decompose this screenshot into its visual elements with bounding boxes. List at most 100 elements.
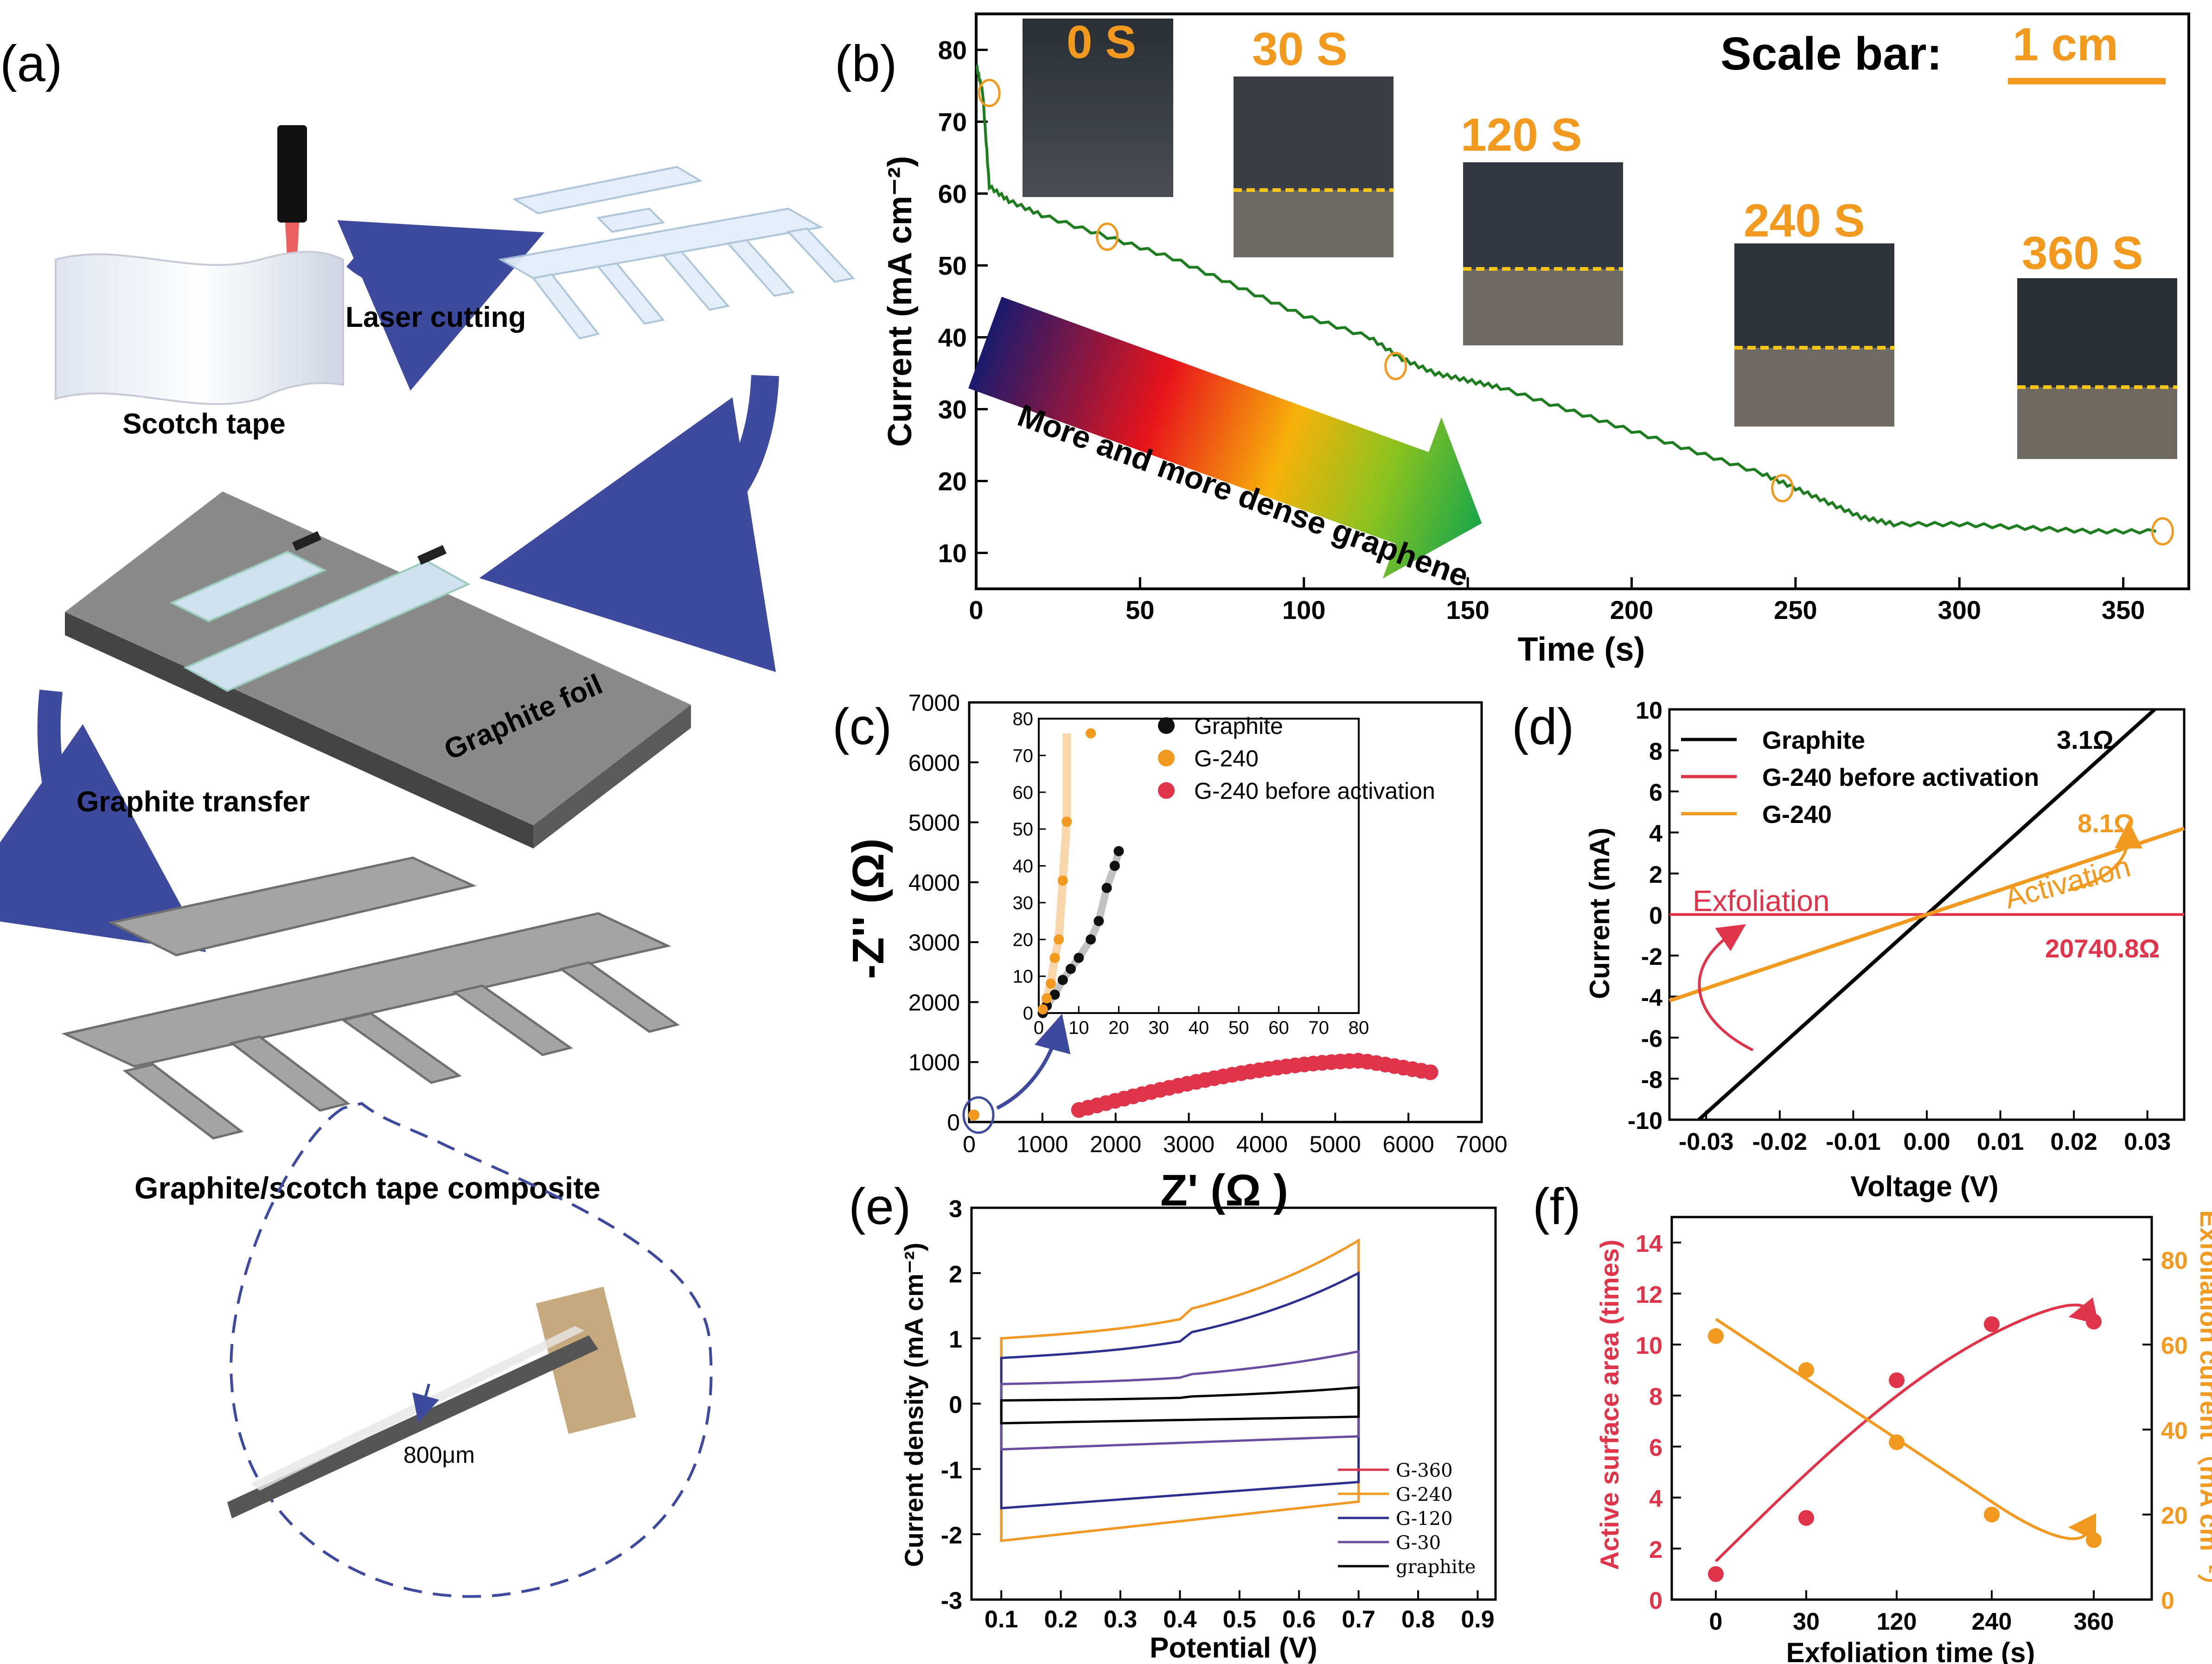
- e-xtick-label: 0.5: [1223, 1606, 1256, 1633]
- c-g240-point: [1086, 728, 1096, 739]
- c-graphite-point: [1066, 963, 1076, 974]
- e-legend-label: G-360: [1396, 1460, 1453, 1481]
- c-ytick-label: 3000: [908, 930, 960, 956]
- panel-e-xlabel: Potential (V): [1150, 1632, 1317, 1664]
- f-ytick-right-label: 0: [2161, 1587, 2174, 1614]
- c-graphite-point: [1049, 989, 1060, 1000]
- f-ytick-right-label: 20: [2161, 1503, 2188, 1530]
- c-inset-xtick-label: 0: [1034, 1018, 1044, 1038]
- c-xtick-label: 2000: [1090, 1131, 1141, 1157]
- b-xtick-label: 0: [969, 595, 983, 625]
- d-ytick-label: 0: [1649, 903, 1662, 930]
- c-inset-ytick-label: 50: [1013, 819, 1034, 840]
- c-graphite-point: [1086, 934, 1096, 945]
- f-xtick-label: 360: [2074, 1608, 2114, 1635]
- zoom-arrow-icon: [996, 1014, 1071, 1110]
- c-xtick-label: 3000: [1163, 1131, 1215, 1157]
- f-area-point: [1984, 1316, 2000, 1332]
- c-ytick-label: 6000: [908, 750, 960, 776]
- panel-c-ylabel: -Z'' (Ω): [844, 838, 893, 979]
- laser-cutting-arrow-icon: [337, 220, 544, 391]
- b-ytick-label: 60: [938, 179, 967, 209]
- d-legend-label: G-240 before activation: [1762, 764, 2039, 791]
- b-inset-label: 240 S: [1744, 195, 1865, 247]
- f-current-point: [1798, 1362, 1814, 1378]
- c-legend-label: G-240 before activation: [1194, 778, 1435, 804]
- f-ytick-right-label: 80: [2161, 1248, 2188, 1275]
- c-inset-xtick-label: 20: [1108, 1018, 1129, 1038]
- e-xtick-label: 0.3: [1104, 1606, 1137, 1633]
- b-inset-label: 0 S: [1067, 16, 1136, 68]
- c-xtick-label: 6000: [1383, 1131, 1434, 1157]
- b-sample-circle: [978, 79, 1001, 107]
- down-arrow-icon: [479, 375, 779, 672]
- c-inset-ytick-label: 10: [1013, 967, 1034, 987]
- annot-graphite: 3.1Ω: [2057, 725, 2114, 754]
- c-graphite-point: [1057, 975, 1068, 985]
- panel-d-ylabel: Current (mA): [1584, 828, 1615, 999]
- f-area-point: [2086, 1313, 2102, 1330]
- panel-c-label: (c): [832, 698, 892, 755]
- d-xtick-label: 0.00: [1903, 1128, 1950, 1155]
- f-area-point: [1889, 1372, 1905, 1388]
- b-inset-label: 120 S: [1461, 109, 1582, 161]
- c-ytick-label: 5000: [908, 810, 960, 836]
- d-xtick-label: -0.01: [1826, 1128, 1881, 1155]
- zoom-circle: [962, 1096, 995, 1134]
- width-arrow-icon: [412, 1383, 439, 1423]
- c-inset-xtick-label: 60: [1268, 1018, 1289, 1038]
- c-xtick-label: 5000: [1310, 1131, 1361, 1157]
- d-ytick-label: -10: [1628, 1108, 1662, 1135]
- c-g240-point: [1042, 993, 1052, 1004]
- c-legend-label: G-240: [1194, 746, 1259, 771]
- e-xtick-label: 0.1: [985, 1606, 1018, 1633]
- c-before-point: [1422, 1064, 1438, 1080]
- f-current-point: [1889, 1434, 1905, 1450]
- f-ytick-left-label: 14: [1636, 1230, 1662, 1257]
- e-xtick-label: 0.8: [1401, 1606, 1435, 1633]
- scotch-tape-label: Scotch tape: [122, 408, 285, 440]
- scale-bar-length: 1 cm: [2013, 19, 2118, 70]
- c-xtick-label: 7000: [1456, 1131, 1507, 1157]
- e-xtick-label: 0.2: [1044, 1606, 1077, 1633]
- e-ytick-label: -1: [941, 1457, 962, 1484]
- b-ytick-label: 80: [938, 36, 967, 65]
- f-current-point: [2086, 1532, 2102, 1548]
- d-xtick-label: -0.02: [1752, 1128, 1808, 1155]
- panel-f-ylabel-right: Exfoliation current（mA cm⁻²）: [2195, 1210, 2212, 1600]
- b-inset-label: 360 S: [2022, 227, 2143, 279]
- exfoliation-arrow-icon: [1698, 924, 1754, 1052]
- annot-before: 20740.8Ω: [2045, 934, 2160, 963]
- f-xtick-label: 120: [1877, 1608, 1917, 1635]
- c-inset-ytick-label: 70: [1013, 746, 1034, 766]
- f-ytick-right-label: 40: [2161, 1417, 2188, 1444]
- e-ytick-label: -2: [941, 1522, 962, 1549]
- scotch-tape-icon: [55, 251, 344, 405]
- c-xtick-label: 4000: [1236, 1131, 1288, 1157]
- b-sample-circle: [1096, 223, 1119, 251]
- e-xtick-label: 0.4: [1163, 1606, 1196, 1633]
- c-inset-ytick-label: 80: [1013, 709, 1034, 729]
- panel-d: (d) -10 -8 -6 -4 -2 0 2 4 6 8 10 -0.03 -0.02 -0.01 0.0…: [1512, 697, 2186, 1203]
- b-inset-label: 30 S: [1252, 23, 1348, 75]
- c-inset-xtick-label: 80: [1349, 1018, 1369, 1038]
- b-xtick-label: 200: [1610, 595, 1653, 625]
- e-ytick-label: 3: [949, 1196, 962, 1223]
- f-xtick-label: 0: [1709, 1608, 1723, 1635]
- b-ytick-label: 10: [938, 539, 967, 568]
- c-ytick-label: 0: [947, 1109, 960, 1135]
- c-g240-point: [1049, 952, 1060, 963]
- c-graphite-point: [1109, 861, 1120, 871]
- current-series-line: [975, 64, 2156, 535]
- e-cv-curve: [1000, 1350, 1360, 1451]
- e-legend-label: G-240: [1396, 1484, 1453, 1505]
- b-sample-circle: [2151, 517, 2174, 546]
- e-xtick-label: 0.6: [1282, 1606, 1316, 1633]
- exfoliation-label: Exfoliation: [1693, 884, 1829, 918]
- d-ytick-label: -4: [1641, 985, 1662, 1012]
- f-current-point: [1708, 1328, 1724, 1344]
- panel-f-axes: [1670, 1216, 2153, 1601]
- f-ytick-left-label: 6: [1649, 1434, 1662, 1461]
- panel-b-label: (b): [835, 35, 897, 92]
